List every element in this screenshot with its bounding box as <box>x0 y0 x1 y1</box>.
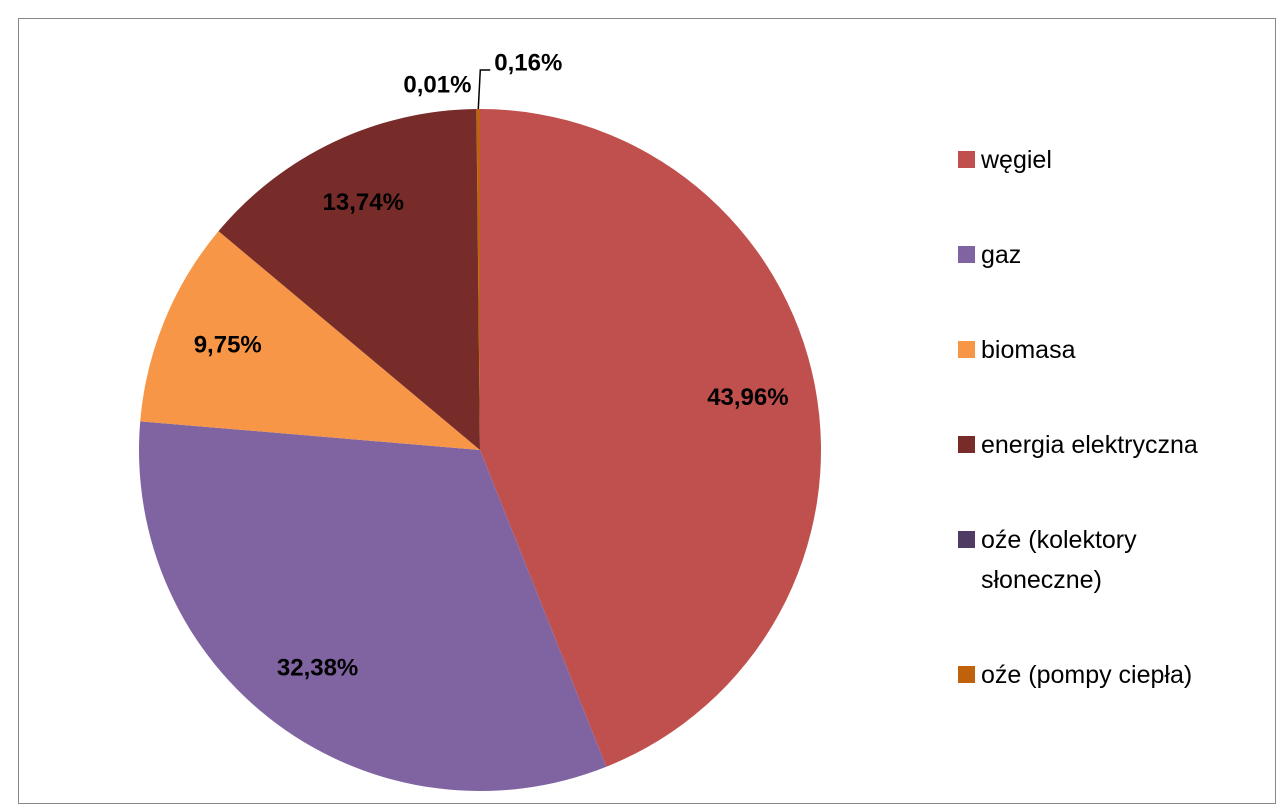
chart-frame <box>18 18 1276 804</box>
legend-swatch <box>958 666 975 683</box>
legend-label: energia elektryczna <box>981 431 1198 459</box>
legend-item: węgiel <box>958 140 1258 180</box>
legend-swatch <box>958 436 975 453</box>
legend-swatch <box>958 151 975 168</box>
data-label: 0,01% <box>403 71 471 98</box>
legend-item: gaz <box>958 235 1258 275</box>
data-label: 32,38% <box>277 655 358 682</box>
data-label: 0,16% <box>494 49 562 76</box>
legend-label: biomasa <box>981 336 1076 364</box>
leader-line <box>477 69 491 110</box>
pie-slice <box>480 109 822 767</box>
pie-slice <box>476 109 480 450</box>
legend-item: biomasa <box>958 330 1258 370</box>
legend-swatch <box>958 341 975 358</box>
legend-swatch <box>958 246 975 263</box>
legend-item: oźe (kolektory słoneczne) <box>958 520 1258 600</box>
data-label: 13,74% <box>323 189 404 216</box>
pie-slice <box>476 109 480 450</box>
legend-label: węgiel <box>981 146 1052 174</box>
legend: węgiel gaz biomasa energia elektryczna oźe (… <box>958 140 1258 695</box>
legend-item: energia elektryczna <box>958 425 1258 465</box>
pie-slice <box>218 109 480 450</box>
data-label: 43,96% <box>707 384 788 411</box>
legend-swatch <box>958 531 975 548</box>
legend-item: oźe (pompy ciepła) <box>958 655 1258 695</box>
pie-slice <box>140 231 480 450</box>
legend-label: oźe (kolektory słoneczne) <box>981 526 1137 594</box>
data-label: 9,75% <box>194 332 262 359</box>
legend-label: gaz <box>981 241 1022 269</box>
pie-slice <box>139 421 607 791</box>
legend-label: oźe (pompy ciepła) <box>981 661 1193 689</box>
